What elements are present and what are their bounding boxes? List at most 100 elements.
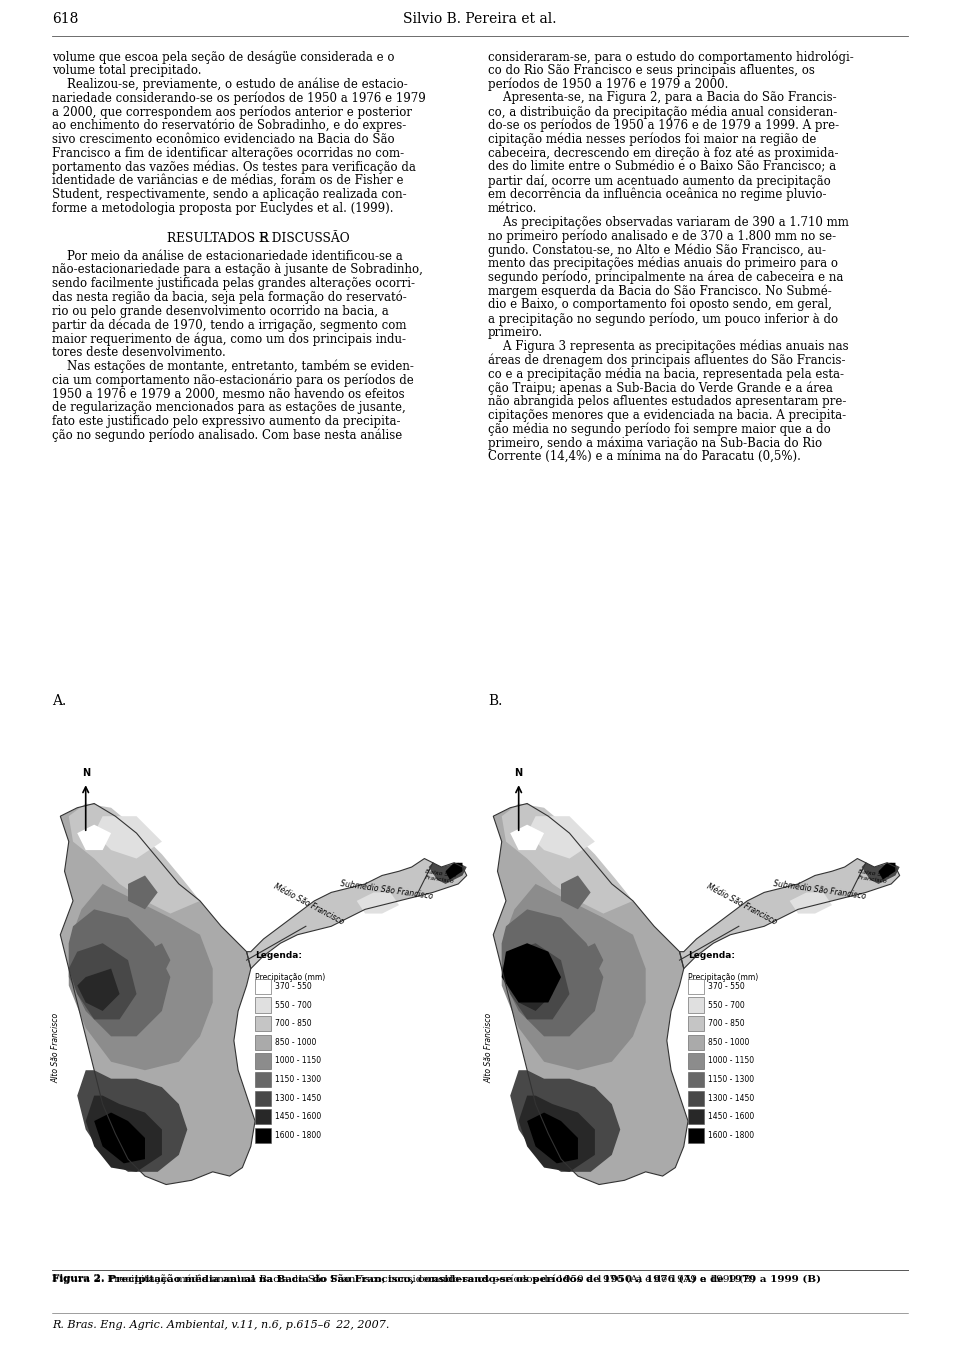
Text: forme a metodologia proposta por Euclydes et al. (1999).: forme a metodologia proposta por Euclyde… — [52, 202, 394, 215]
Text: a precipitação no segundo período, um pouco inferior à do: a precipitação no segundo período, um po… — [488, 312, 838, 326]
Text: 1000 - 1150: 1000 - 1150 — [708, 1057, 755, 1066]
Text: no primeiro período analisado e de 370 a 1.800 mm no se-: no primeiro período analisado e de 370 a… — [488, 230, 836, 243]
Polygon shape — [527, 816, 595, 858]
Bar — [688, 1109, 704, 1124]
Text: 1150 - 1300: 1150 - 1300 — [276, 1076, 322, 1084]
Polygon shape — [510, 968, 553, 1010]
Polygon shape — [493, 804, 688, 1184]
Text: sivo crescimento econômico evidenciado na Bacia do São: sivo crescimento econômico evidenciado n… — [52, 133, 395, 145]
Polygon shape — [69, 944, 136, 1020]
Polygon shape — [510, 824, 544, 850]
Text: métrico.: métrico. — [488, 202, 538, 215]
Polygon shape — [247, 858, 467, 968]
Polygon shape — [357, 892, 399, 914]
Text: ção média no segundo período foi sempre maior que a do: ção média no segundo período foi sempre … — [488, 422, 830, 436]
Text: a 2000, que correspondem aos períodos anterior e posterior: a 2000, que correspondem aos períodos an… — [52, 105, 412, 118]
Text: Legenda:: Legenda: — [688, 951, 735, 960]
Polygon shape — [85, 1096, 162, 1172]
Text: A.: A. — [52, 694, 66, 708]
Text: Apresenta-se, na Figura 2, para a Bacia do São Francis-: Apresenta-se, na Figura 2, para a Bacia … — [488, 91, 836, 105]
Text: 1450 - 1600: 1450 - 1600 — [276, 1112, 322, 1122]
Bar — [255, 1054, 271, 1069]
Text: do-se os períodos de 1950 a 1976 e de 1979 a 1999. A pre-: do-se os períodos de 1950 a 1976 e de 19… — [488, 120, 839, 133]
Text: A Figura 3 representa as precipitações médias anuais nas: A Figura 3 representa as precipitações m… — [488, 340, 849, 353]
Text: Corrente (14,4%) e a mínima na do Paracatu (0,5%).: Corrente (14,4%) e a mínima na do Paraca… — [488, 451, 801, 463]
Bar — [255, 997, 271, 1013]
Text: 1000 - 1150: 1000 - 1150 — [276, 1057, 322, 1066]
Text: 850 - 1000: 850 - 1000 — [276, 1038, 317, 1047]
Text: gundo. Constatou-se, no Alto e Médio São Francisco, au-: gundo. Constatou-se, no Alto e Médio São… — [488, 243, 826, 257]
Text: períodos de 1950 a 1976 e 1979 a 2000.: períodos de 1950 a 1976 e 1979 a 2000. — [488, 77, 729, 91]
Bar — [255, 1071, 271, 1088]
Text: Student, respectivamente, sendo a aplicação realizada con-: Student, respectivamente, sendo a aplica… — [52, 187, 407, 201]
Text: segundo período, principalmente na área de cabeceira e na: segundo período, principalmente na área … — [488, 270, 844, 284]
Bar — [255, 1035, 271, 1050]
Text: Baixo São
Francisco: Baixo São Francisco — [424, 869, 457, 884]
Text: co e a precipitação média na bacia, representada pela esta-: co e a precipitação média na bacia, repr… — [488, 368, 844, 380]
Bar — [255, 1127, 271, 1143]
Text: áreas de drenagem dos principais afluentes do São Francis-: áreas de drenagem dos principais afluent… — [488, 353, 846, 367]
Text: Nas estações de montante, entretanto, também se eviden-: Nas estações de montante, entretanto, ta… — [52, 360, 414, 373]
Text: Silvio B. Pereira et al.: Silvio B. Pereira et al. — [403, 12, 557, 26]
Text: ção no segundo período analisado. Com base nesta análise: ção no segundo período analisado. Com ba… — [52, 429, 402, 443]
Polygon shape — [790, 892, 832, 914]
Text: N: N — [82, 769, 90, 778]
Bar — [255, 1109, 271, 1124]
Polygon shape — [561, 876, 590, 910]
Polygon shape — [502, 944, 569, 1020]
Text: cipitações menores que a evidenciada na bacia. A precipita-: cipitações menores que a evidenciada na … — [488, 409, 846, 422]
Text: ao enchimento do reservatório de Sobradinho, e do expres-: ao enchimento do reservatório de Sobradi… — [52, 120, 406, 133]
Text: 370 - 550: 370 - 550 — [708, 982, 745, 991]
Text: ção Traipu; apenas a Sub-Bacia do Verde Grande e a área: ção Traipu; apenas a Sub-Bacia do Verde … — [488, 382, 833, 395]
Bar — [255, 1016, 271, 1031]
Bar — [688, 1035, 704, 1050]
Text: R. Bras. Eng. Agric. Ambiental, v.11, n.6, p.615–6 22, 2007.: R. Bras. Eng. Agric. Ambiental, v.11, n.… — [52, 1320, 390, 1329]
Text: não abrangida pelos afluentes estudados apresentaram pre-: não abrangida pelos afluentes estudados … — [488, 395, 847, 407]
Text: Francisco a fim de identificar alterações ocorridas no com-: Francisco a fim de identificar alteraçõe… — [52, 147, 404, 160]
Bar — [688, 1016, 704, 1031]
Polygon shape — [510, 1070, 620, 1172]
Text: margem esquerda da Bacia do São Francisco. No Submé-: margem esquerda da Bacia do São Francisc… — [488, 285, 831, 299]
Text: Figura 2. Precipitação média anual na Bacia do São Francisco, considerando-se os: Figura 2. Precipitação média anual na Ba… — [52, 1274, 821, 1283]
Text: das nesta região da bacia, seja pela formação do reservató-: das nesta região da bacia, seja pela for… — [52, 291, 407, 304]
Text: 1950 a 1976 e 1979 a 2000, mesmo não havendo os efeitos: 1950 a 1976 e 1979 a 2000, mesmo não hav… — [52, 387, 404, 401]
Polygon shape — [94, 816, 162, 858]
Text: identidade de variâncias e de médias, foram os de Fisher e: identidade de variâncias e de médias, fo… — [52, 174, 403, 187]
Text: 1150 - 1300: 1150 - 1300 — [708, 1076, 755, 1084]
Text: co do Rio São Francisco e seus principais afluentes, os: co do Rio São Francisco e seus principai… — [488, 64, 815, 77]
Text: fato este justificado pelo expressivo aumento da precipita-: fato este justificado pelo expressivo au… — [52, 416, 400, 428]
Text: consideraram-se, para o estudo do comportamento hidrológi-: consideraram-se, para o estudo do compor… — [488, 50, 853, 64]
Polygon shape — [60, 804, 255, 1184]
Polygon shape — [878, 862, 896, 880]
Text: 1300 - 1450: 1300 - 1450 — [708, 1093, 755, 1103]
Text: primeiro.: primeiro. — [488, 326, 543, 340]
Bar — [688, 1090, 704, 1105]
Text: As precipitações observadas variaram de 390 a 1.710 mm: As precipitações observadas variaram de … — [488, 216, 849, 228]
Text: portamento das vazões médias. Os testes para verificação da: portamento das vazões médias. Os testes … — [52, 160, 416, 174]
Text: RESULTADOS E DISCUSSÃO: RESULTADOS E DISCUSSÃO — [167, 232, 349, 244]
Text: cipitação média nesses períodos foi maior na região de: cipitação média nesses períodos foi maio… — [488, 133, 816, 147]
Text: mento das precipitações médias anuais do primeiro para o: mento das precipitações médias anuais do… — [488, 257, 838, 270]
Text: 1450 - 1600: 1450 - 1600 — [708, 1112, 755, 1122]
Text: R: R — [258, 232, 268, 244]
Bar — [688, 1054, 704, 1069]
Text: cia um comportamento não-estacionário para os períodos de: cia um comportamento não-estacionário pa… — [52, 373, 414, 387]
Text: Alto São Francisco: Alto São Francisco — [52, 1013, 60, 1082]
Polygon shape — [69, 910, 170, 1036]
Polygon shape — [445, 862, 463, 880]
Polygon shape — [518, 1096, 595, 1172]
Text: 850 - 1000: 850 - 1000 — [708, 1038, 750, 1047]
Text: Baixo São
Francisco: Baixo São Francisco — [857, 869, 890, 884]
Text: B.: B. — [488, 694, 502, 708]
Text: maior requerimento de água, como um dos principais indu-: maior requerimento de água, como um dos … — [52, 333, 406, 346]
Bar — [688, 997, 704, 1013]
Text: Precipitação média anual na Bacia do São Francisco, considerando-se os períodos : Precipitação média anual na Bacia do São… — [104, 1274, 756, 1283]
Text: partir da década de 1970, tendo a irrigação, segmento com: partir da década de 1970, tendo a irriga… — [52, 319, 406, 333]
Polygon shape — [94, 1112, 145, 1164]
Polygon shape — [502, 884, 646, 1070]
Text: Submédio São Francisco: Submédio São Francisco — [340, 879, 434, 900]
Text: volume que escoa pela seção de deságüe considerada e o: volume que escoa pela seção de deságüe c… — [52, 50, 395, 64]
Text: 370 - 550: 370 - 550 — [276, 982, 312, 991]
Bar — [255, 979, 271, 994]
Text: 700 - 850: 700 - 850 — [708, 1018, 745, 1028]
